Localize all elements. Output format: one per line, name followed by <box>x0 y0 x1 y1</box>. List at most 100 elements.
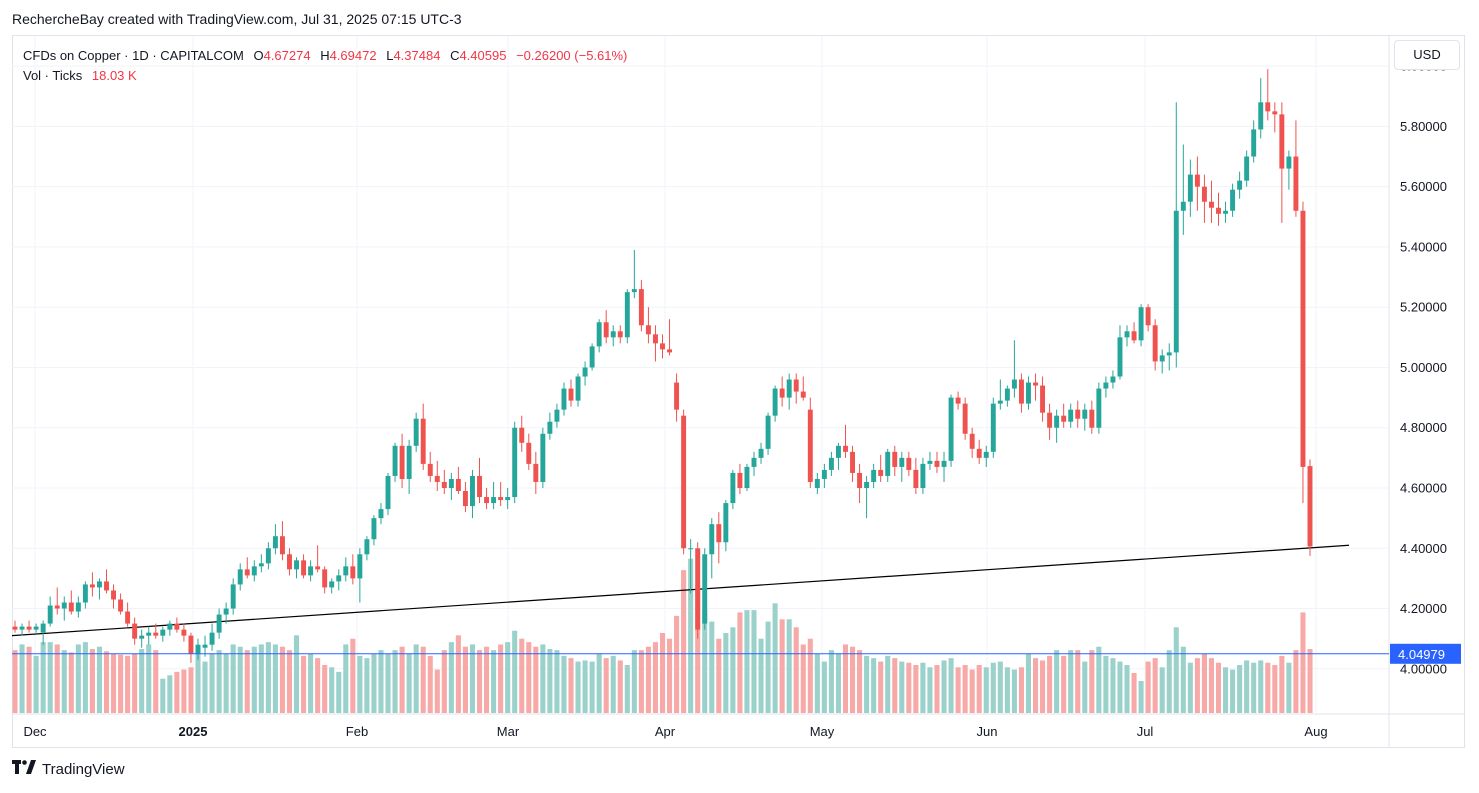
volume-bar <box>786 619 792 713</box>
candle <box>603 310 609 344</box>
candle-body <box>1054 415 1060 428</box>
candle <box>455 466 461 495</box>
candle <box>104 569 109 594</box>
volume-bar <box>885 655 891 713</box>
candle-body <box>1307 466 1313 547</box>
candle-body <box>1124 331 1130 338</box>
volume-bar <box>1138 681 1144 713</box>
volume-bar <box>1004 667 1010 713</box>
volume-bar <box>61 650 67 713</box>
volume-bar <box>688 558 694 713</box>
tradingview-logo[interactable]: TradingView <box>12 760 125 778</box>
candle-body <box>153 632 159 636</box>
candle-body <box>857 472 863 488</box>
candle-body <box>1103 382 1109 389</box>
candle <box>484 488 490 510</box>
volume-bar <box>575 661 581 713</box>
legend-symbol[interactable]: CFDs on Copper · 1D · CAPITALCOM <box>23 48 244 63</box>
currency-button[interactable]: USD <box>1394 40 1460 70</box>
candle <box>399 433 405 488</box>
candle-body <box>385 475 391 510</box>
time-tick-label: May <box>810 724 835 739</box>
candle <box>575 373 581 407</box>
candle <box>1011 340 1017 398</box>
candle <box>12 620 18 633</box>
volume-bar <box>26 646 32 713</box>
candle-body <box>962 403 968 434</box>
candle-body <box>1145 307 1151 326</box>
candle <box>1152 319 1158 371</box>
trendline <box>11 544 1350 637</box>
volume-bar <box>1293 650 1299 713</box>
candle <box>251 560 257 582</box>
volume-bar <box>1089 650 1095 713</box>
volume-bar <box>1011 669 1017 713</box>
candle <box>512 421 518 504</box>
volume-bar <box>955 667 961 713</box>
candle-body <box>484 497 490 504</box>
candle-body <box>111 590 116 600</box>
candle-body <box>441 481 447 488</box>
candle <box>1279 102 1285 223</box>
volume-bar <box>89 649 95 713</box>
candle-body <box>265 548 271 564</box>
candle-body <box>491 497 497 504</box>
price-marker-label: 4.04979 <box>1398 647 1445 662</box>
candles <box>12 69 1313 663</box>
time-tick-label: Aug <box>1304 724 1327 739</box>
candle-body <box>448 478 454 488</box>
candle-body <box>125 611 131 624</box>
candle-body <box>392 445 398 476</box>
volume-bar <box>1110 658 1116 713</box>
volume-bar <box>1180 646 1186 713</box>
candle-body <box>603 322 609 338</box>
volume-bar <box>821 661 827 713</box>
candle <box>146 626 152 645</box>
volume-bar <box>652 642 658 713</box>
candle-body <box>54 605 60 609</box>
candle <box>1244 150 1250 187</box>
candle-body <box>1300 210 1306 467</box>
candle-body <box>920 463 926 488</box>
candle <box>1159 349 1165 374</box>
candle <box>674 373 680 422</box>
legend-volume-value: 18.03 K <box>91 68 137 83</box>
candle <box>272 524 278 555</box>
volume-bar <box>33 655 39 713</box>
volume-bar <box>1237 665 1243 713</box>
volume-bar <box>82 642 88 713</box>
candle-body <box>329 581 335 588</box>
volume-bar <box>603 658 609 713</box>
volume-bar <box>385 653 391 713</box>
candle-body <box>800 391 806 398</box>
candle <box>385 472 391 516</box>
price-tick-label: 5.80000 <box>1400 119 1447 134</box>
volume-bar <box>610 655 616 713</box>
candle-body <box>814 478 820 488</box>
volume-bar <box>906 662 912 713</box>
candle <box>955 391 961 410</box>
candle-body <box>906 457 912 470</box>
price-tick-label: 4.60000 <box>1400 481 1447 496</box>
volume-bar <box>181 669 187 713</box>
volume-bar <box>533 646 539 713</box>
chart-grid <box>12 36 1465 748</box>
volume-bar <box>934 665 940 713</box>
volume-bar <box>462 646 468 713</box>
legend-high: 4.69472 <box>329 48 377 63</box>
candle-body <box>434 475 440 482</box>
volume-bar <box>103 651 110 713</box>
legend-volume-label[interactable]: Vol · Ticks <box>23 68 83 83</box>
candle-body <box>793 379 799 392</box>
candle <box>118 593 124 615</box>
volume-bar <box>1258 660 1264 713</box>
legend-ohlc-row: CFDs on Copper · 1D · CAPITALCOM O4.6727… <box>23 46 627 66</box>
candle-body <box>582 367 588 377</box>
candle <box>582 361 588 386</box>
volume-bar <box>1215 662 1222 713</box>
candle <box>125 602 131 627</box>
candle-body <box>688 548 694 550</box>
candle-body <box>561 388 567 410</box>
volume-bar <box>751 610 757 713</box>
